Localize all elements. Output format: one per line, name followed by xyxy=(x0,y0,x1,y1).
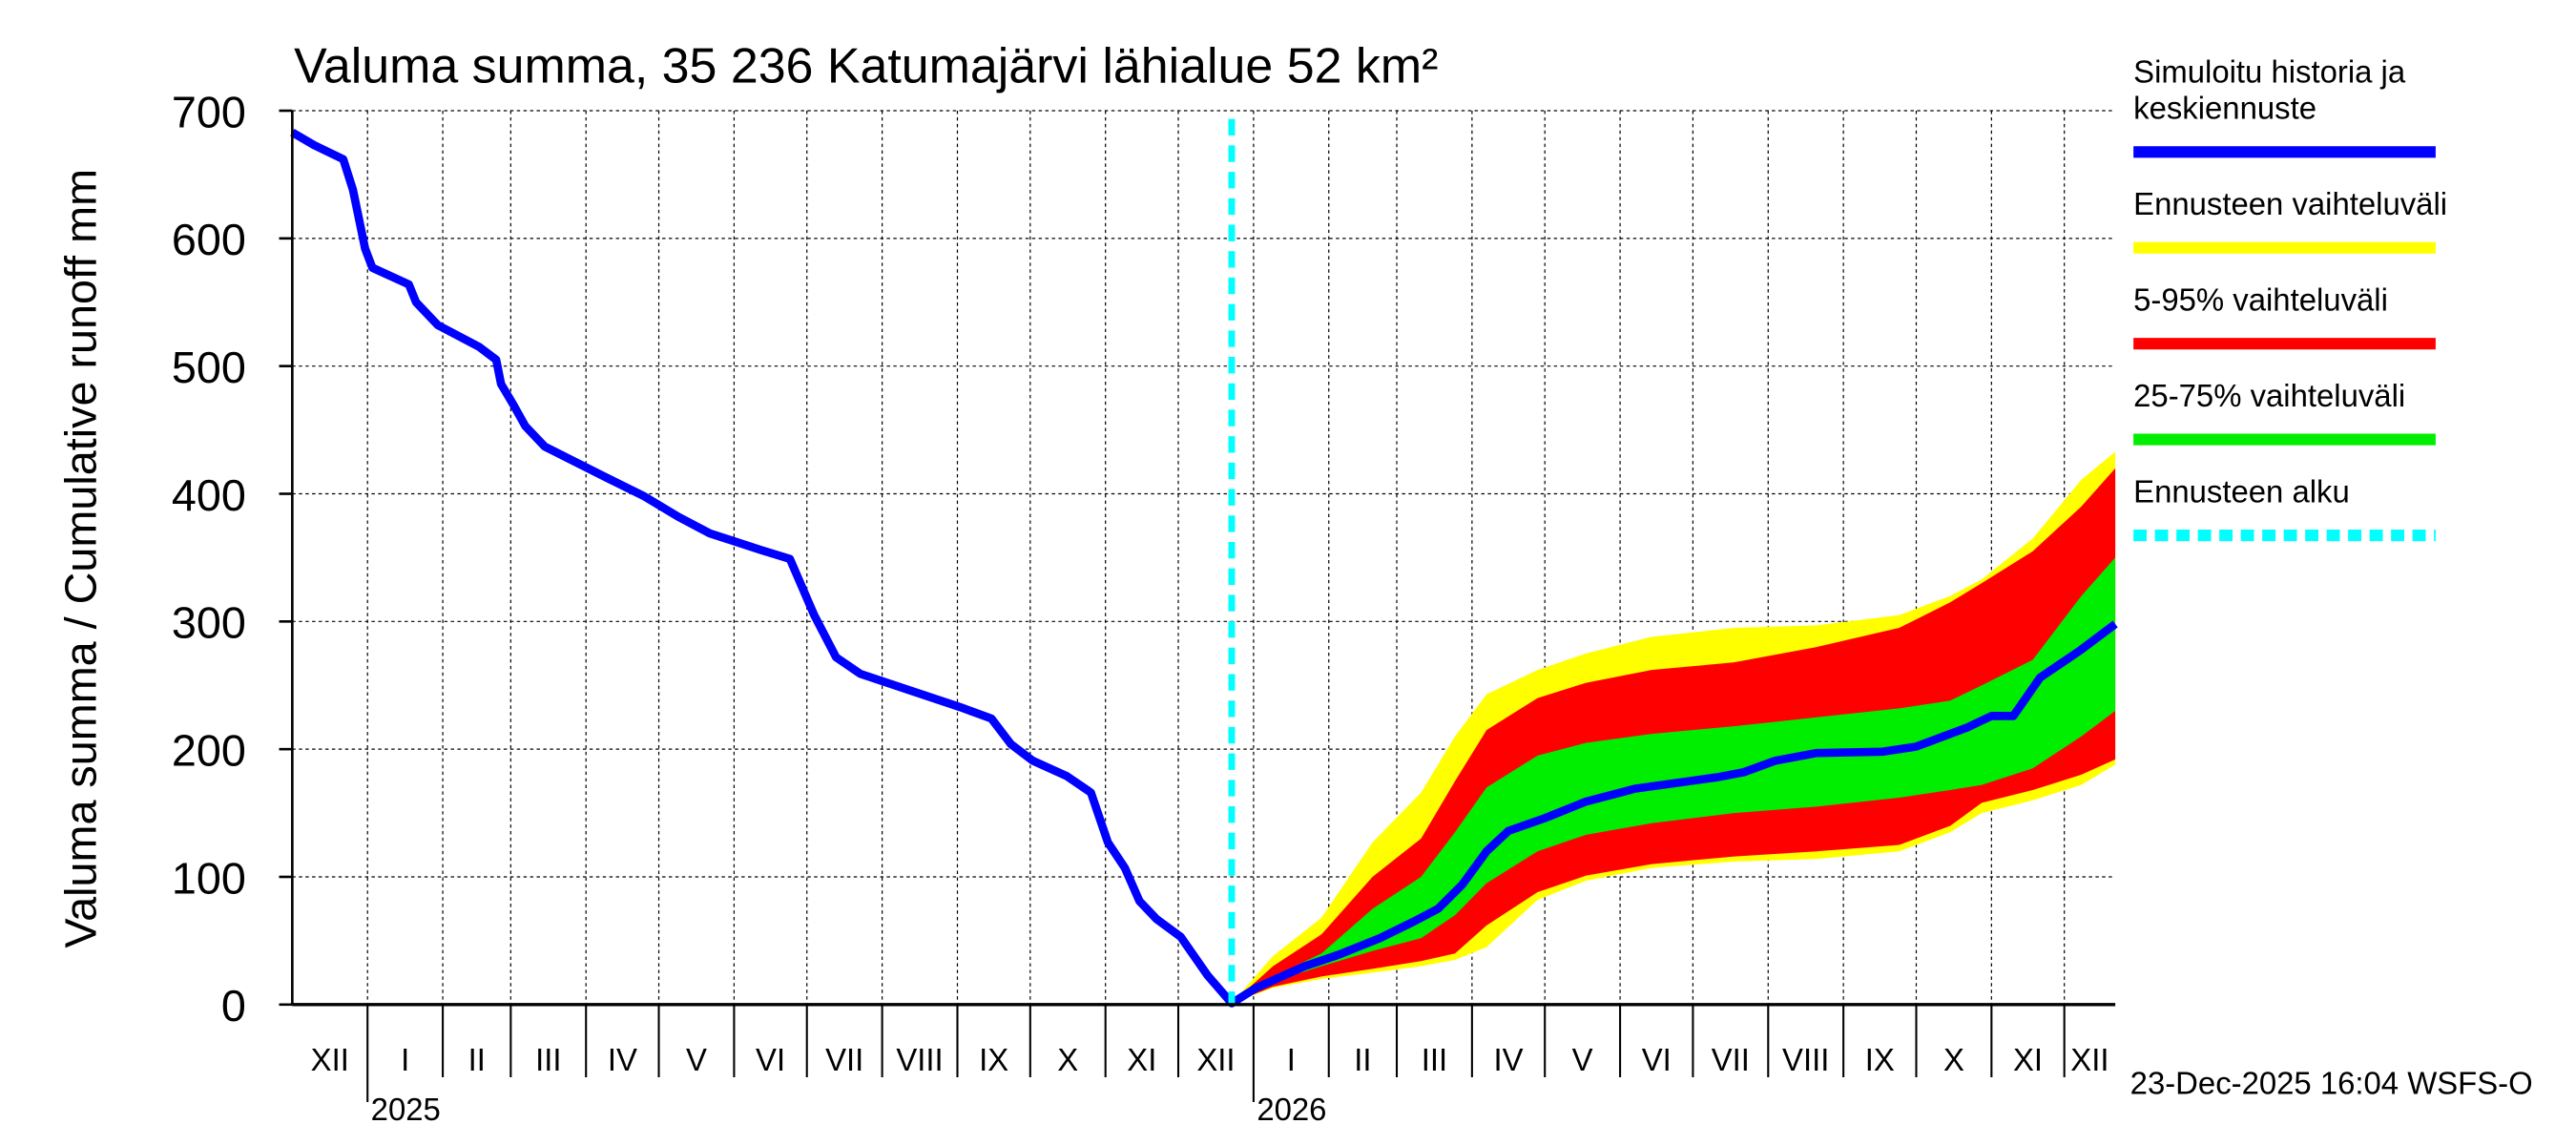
year-label: 2026 xyxy=(1257,1092,1326,1127)
series-lines xyxy=(290,118,2118,1008)
legend-label: 5-95% vaihteluväli xyxy=(2133,282,2388,318)
y-tick-label: 300 xyxy=(172,598,246,648)
forecast-bands xyxy=(1231,451,2116,1004)
month-label: VI xyxy=(756,1042,785,1077)
year-label: 2025 xyxy=(371,1092,441,1127)
month-label: VII xyxy=(825,1042,863,1077)
y-tick-label: 0 xyxy=(221,981,246,1030)
month-label: VIII xyxy=(1782,1042,1829,1077)
timestamp: 23-Dec-2025 16:04 WSFS-O xyxy=(2130,1065,2533,1100)
month-label: XII xyxy=(311,1042,349,1077)
month-label: IX xyxy=(1865,1042,1895,1077)
month-label: I xyxy=(1287,1042,1296,1077)
legend-label: 25-75% vaihteluväli xyxy=(2133,378,2405,413)
legend-label: Simuloitu historia ja xyxy=(2133,54,2406,90)
month-label: X xyxy=(1057,1042,1078,1077)
month-label: III xyxy=(535,1042,561,1077)
month-label: XII xyxy=(2070,1042,2109,1077)
month-label: I xyxy=(401,1042,409,1077)
legend-label: keskiennuste xyxy=(2133,91,2316,126)
grid xyxy=(292,110,2116,1005)
month-label: II xyxy=(468,1042,486,1077)
month-label: V xyxy=(686,1042,707,1077)
month-label: X xyxy=(1943,1042,1964,1077)
y-tick-label: 600 xyxy=(172,215,246,264)
month-label: XI xyxy=(2013,1042,2043,1077)
month-label: IV xyxy=(608,1042,637,1077)
y-tick-label: 400 xyxy=(172,470,246,520)
month-label: XII xyxy=(1196,1042,1235,1077)
y-tick-label: 700 xyxy=(172,87,246,136)
month-label: II xyxy=(1354,1042,1371,1077)
month-label: VII xyxy=(1712,1042,1750,1077)
y-tick-label: 500 xyxy=(172,343,246,392)
month-label: VI xyxy=(1642,1042,1672,1077)
month-label: IX xyxy=(979,1042,1008,1077)
history-median-line xyxy=(290,129,2118,1008)
y-tick-label: 200 xyxy=(172,725,246,775)
month-label: IV xyxy=(1494,1042,1524,1077)
month-label: XI xyxy=(1127,1042,1156,1077)
chart-title: Valuma summa, 35 236 Katumajärvi lähialu… xyxy=(294,39,1438,94)
month-label: V xyxy=(1572,1042,1593,1077)
y-tick-label: 100 xyxy=(172,853,246,903)
month-label: VIII xyxy=(896,1042,943,1077)
legend-label: Ennusteen alku xyxy=(2133,473,2350,509)
y-axis-label: Valuma summa / Cumulative runoff mm xyxy=(55,169,105,948)
month-label: III xyxy=(1422,1042,1447,1077)
legend-label: Ennusteen vaihteluväli xyxy=(2133,186,2447,221)
